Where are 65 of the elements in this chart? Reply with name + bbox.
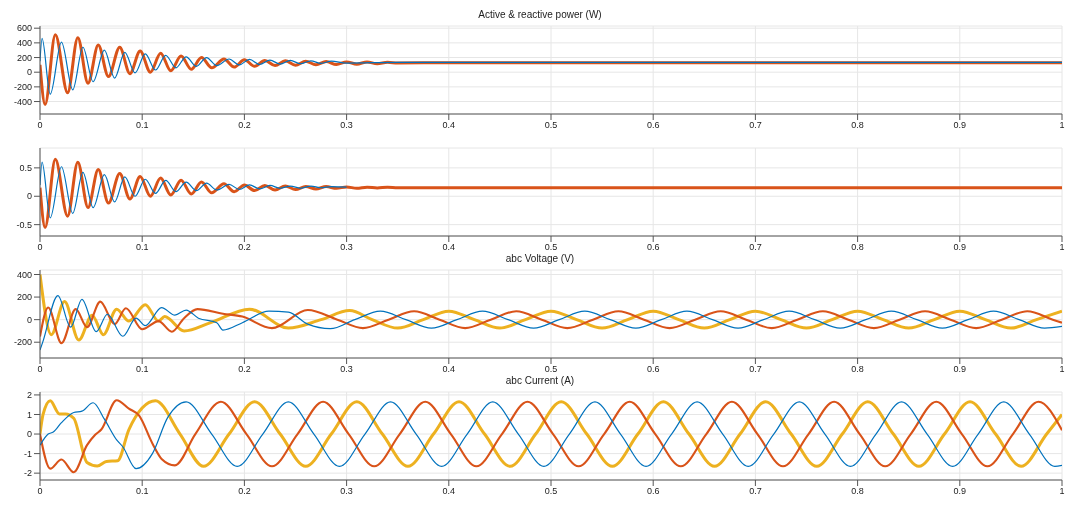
chart-title: Active & reactive power (W) bbox=[477, 8, 603, 22]
x-tick-label: 0.7 bbox=[749, 364, 762, 375]
x-tick-label: 0.6 bbox=[646, 364, 660, 375]
y-tick-label: -0.5 bbox=[16, 219, 32, 230]
y-tick-label: -2 bbox=[23, 468, 32, 479]
y-tick-label: 400 bbox=[16, 38, 32, 49]
x-tick-label: 0.2 bbox=[238, 364, 251, 375]
x-tick-label: 0.5 bbox=[544, 242, 558, 253]
x-tick-label: 0.7 bbox=[749, 486, 762, 497]
x-tick-label: 1 bbox=[1059, 120, 1065, 131]
x-tick-label: 0.4 bbox=[442, 120, 456, 131]
x-tick-label: 1 bbox=[1059, 242, 1065, 253]
x-tick-label: 0.9 bbox=[953, 242, 967, 253]
x-tick-label: 0.3 bbox=[340, 364, 353, 375]
x-tick-label: 0.2 bbox=[238, 486, 251, 497]
x-tick-label: 0.5 bbox=[544, 364, 558, 375]
x-tick-label: 0.1 bbox=[135, 120, 149, 131]
x-tick-label: 0.1 bbox=[135, 242, 149, 253]
y-tick-label: 0 bbox=[26, 314, 32, 325]
x-tick-label: 0.8 bbox=[851, 486, 864, 497]
x-tick-label: 0 bbox=[37, 486, 43, 497]
x-tick-label: 0.2 bbox=[238, 242, 251, 253]
y-tick-label: 0 bbox=[26, 191, 32, 202]
y-tick-label: 0 bbox=[26, 429, 32, 440]
y-tick-label: -200 bbox=[13, 337, 32, 348]
x-tick-label: 0.3 bbox=[340, 242, 353, 253]
x-tick-label: 0 bbox=[37, 120, 43, 131]
y-tick-label: 600 bbox=[16, 23, 32, 34]
chart-title: abc Voltage (V) bbox=[504, 252, 576, 266]
x-tick-label: 0.5 bbox=[544, 120, 558, 131]
y-tick-label: 200 bbox=[16, 292, 32, 303]
y-tick-label: 0.5 bbox=[19, 163, 32, 174]
y-tick-label: -1 bbox=[23, 448, 32, 459]
x-tick-label: 0.4 bbox=[442, 486, 456, 497]
y-tick-label: 2 bbox=[26, 390, 32, 401]
y-tick-label: 400 bbox=[16, 269, 32, 280]
chart-title: abc Current (A) bbox=[504, 374, 576, 388]
x-tick-label: 0.6 bbox=[646, 486, 660, 497]
y-tick-label: 1 bbox=[26, 409, 32, 420]
x-tick-label: 0 bbox=[37, 242, 43, 253]
x-tick-label: 0.9 bbox=[953, 486, 967, 497]
x-tick-label: 0.8 bbox=[851, 120, 864, 131]
x-tick-label: 0.2 bbox=[238, 120, 251, 131]
x-tick-label: 0.4 bbox=[442, 242, 456, 253]
x-tick-label: 0.6 bbox=[646, 242, 660, 253]
x-tick-label: 0.9 bbox=[953, 120, 967, 131]
x-tick-label: 0.3 bbox=[340, 486, 353, 497]
x-tick-label: 1 bbox=[1059, 486, 1065, 497]
x-tick-label: 0.6 bbox=[646, 120, 660, 131]
x-tick-label: 0 bbox=[37, 364, 43, 375]
x-tick-label: 0.3 bbox=[340, 120, 353, 131]
y-tick-label: -400 bbox=[13, 96, 32, 107]
x-tick-label: 0.1 bbox=[135, 486, 149, 497]
x-tick-label: 0.1 bbox=[135, 364, 149, 375]
y-tick-label: 200 bbox=[16, 52, 32, 63]
y-tick-label: -200 bbox=[13, 82, 32, 93]
x-tick-label: 0.7 bbox=[749, 120, 762, 131]
x-tick-label: 0.4 bbox=[442, 364, 456, 375]
x-tick-label: 0.7 bbox=[749, 242, 762, 253]
x-tick-label: 0.8 bbox=[851, 364, 864, 375]
x-tick-label: 0.5 bbox=[544, 486, 558, 497]
x-tick-label: 0.8 bbox=[851, 242, 864, 253]
x-tick-label: 1 bbox=[1059, 364, 1065, 375]
x-tick-label: 0.9 bbox=[953, 364, 967, 375]
y-tick-label: 0 bbox=[26, 67, 32, 78]
